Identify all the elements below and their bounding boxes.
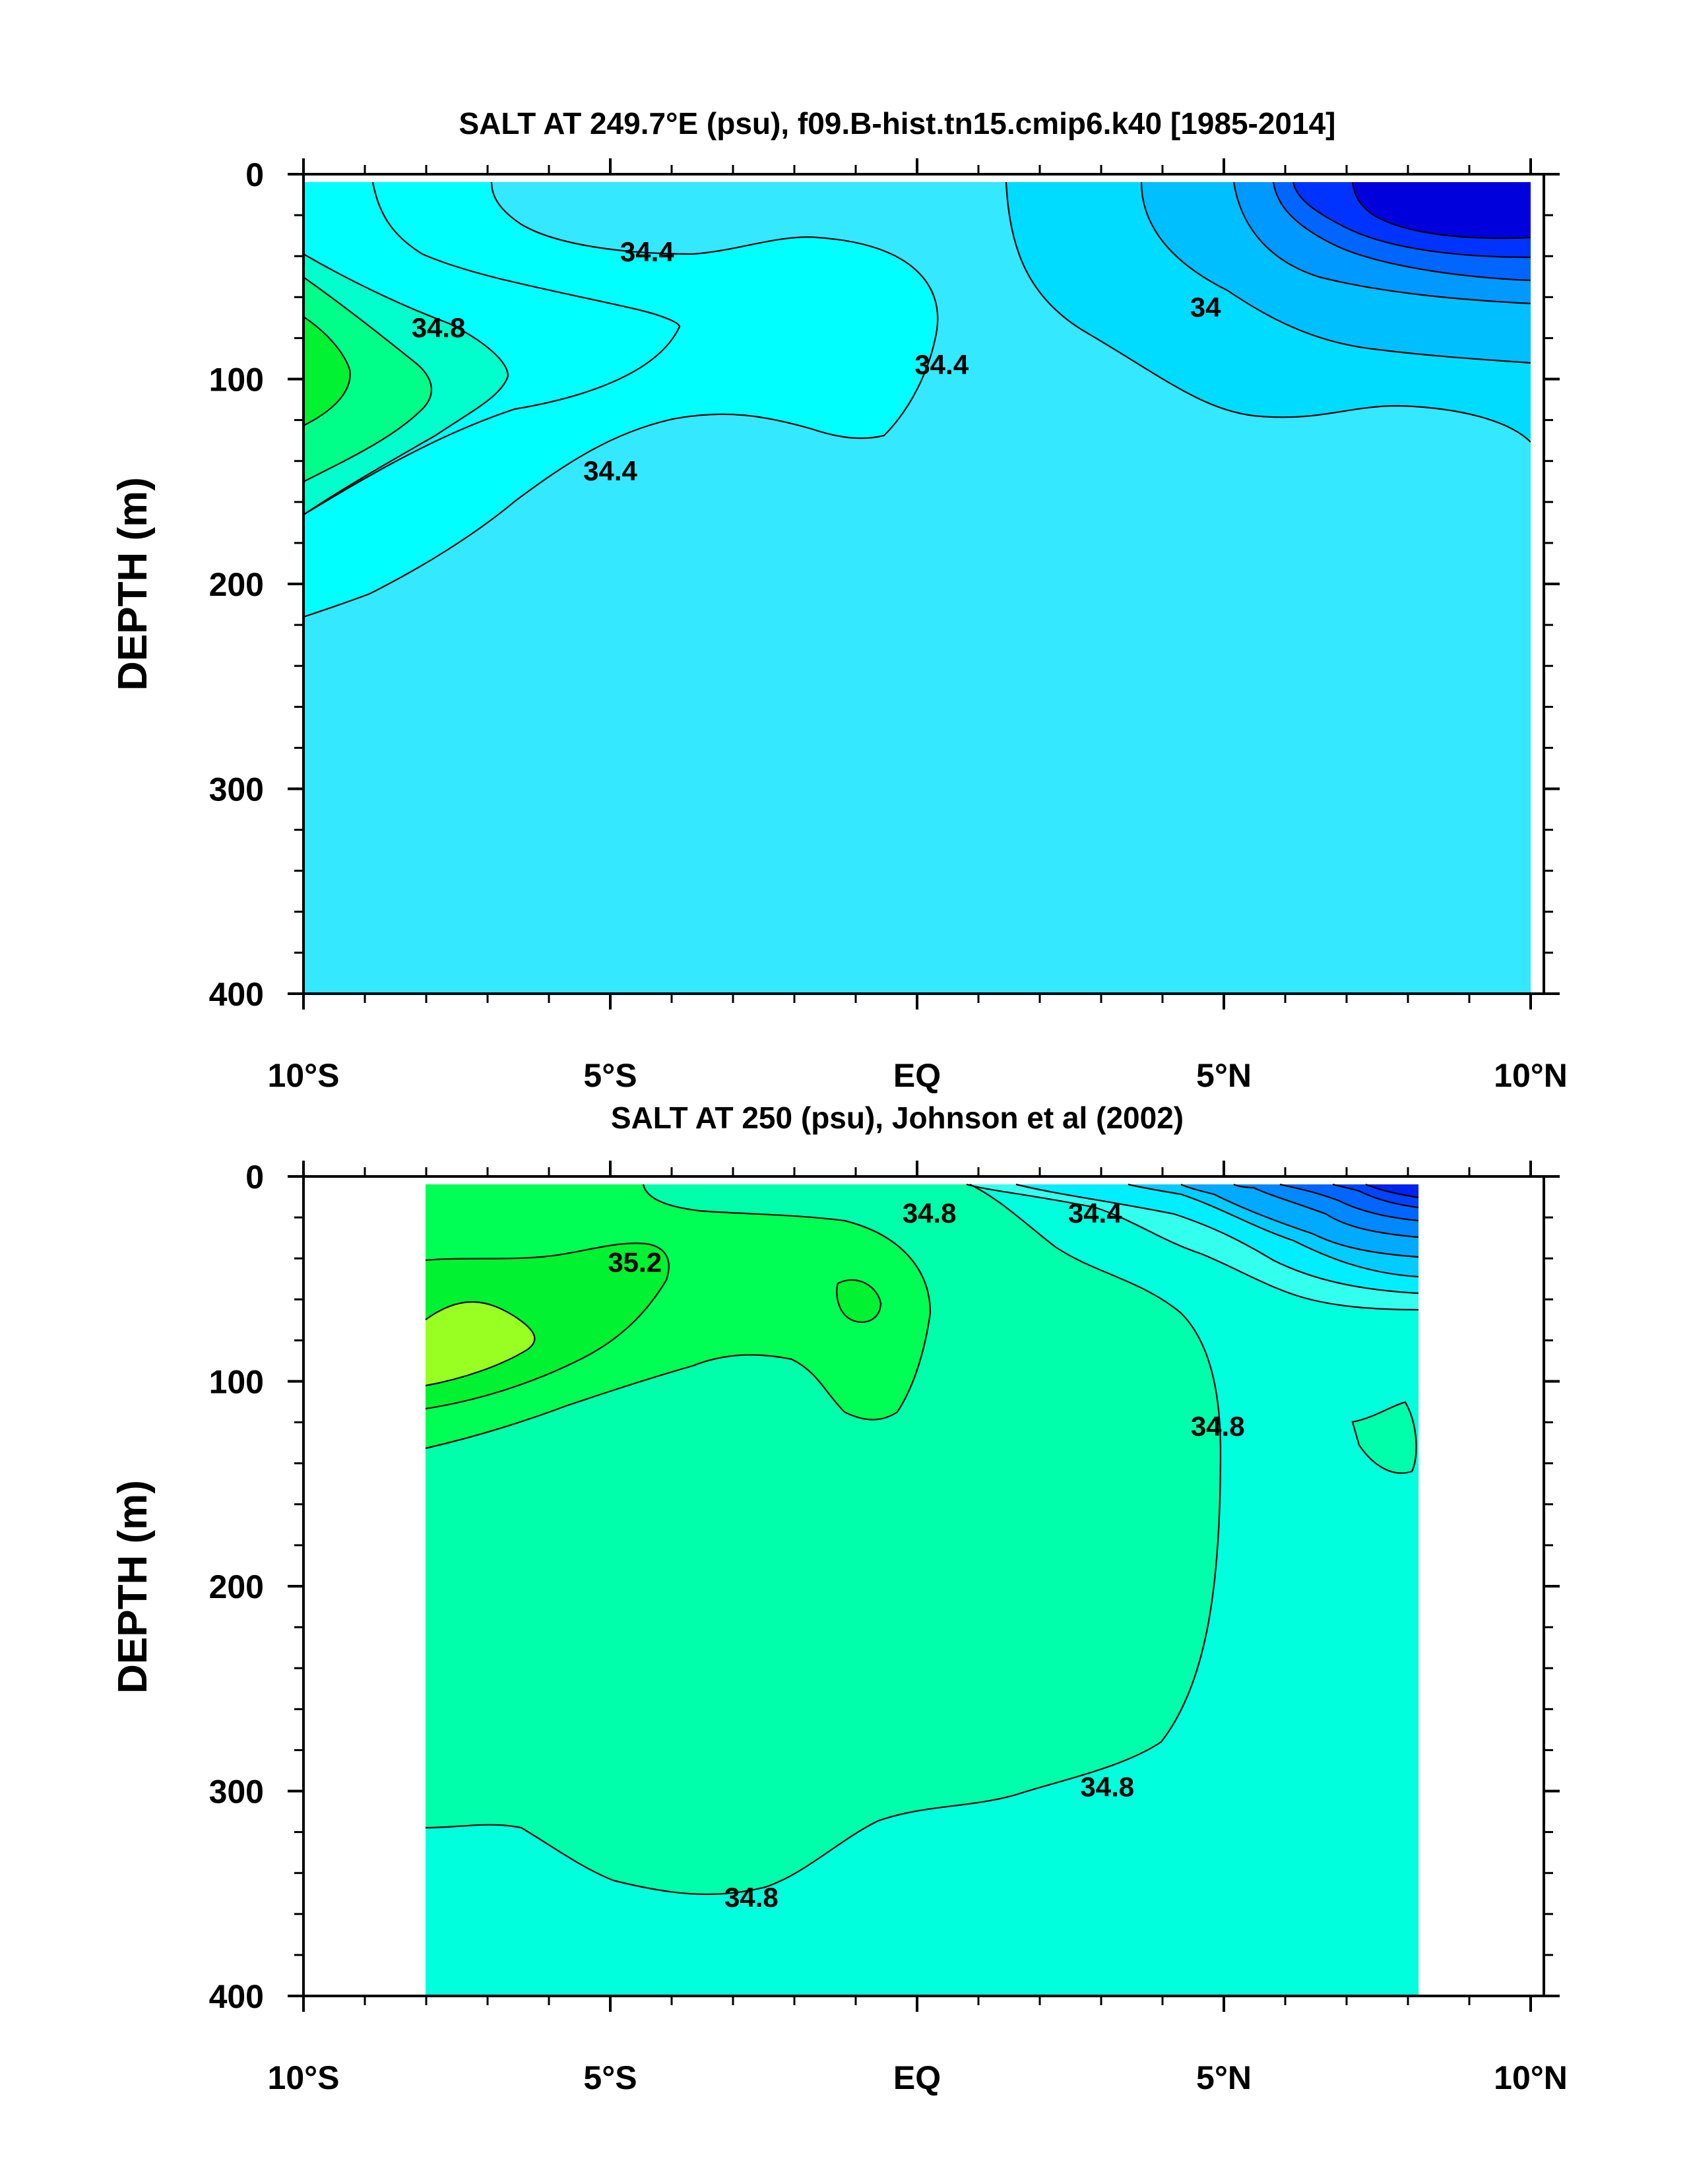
contour-label: 34.8: [1191, 1411, 1245, 1442]
y-tick-label: 400: [209, 976, 264, 1013]
panel-1-contour: [303, 276, 432, 482]
panel-2-contour: [425, 1242, 670, 1410]
panel-2-region-salty-blob: [837, 1279, 881, 1322]
y-tick-label: 100: [209, 362, 264, 399]
panel-1-region-mid-fresh: [303, 182, 938, 617]
panel-2-contour: [425, 1301, 536, 1387]
panel-1-contour-lines: [303, 181, 1531, 618]
panel-1-contour: [1140, 181, 1531, 364]
y-tick-label: 100: [209, 1364, 264, 1401]
panel-1: SALT AT 249.7°E (psu), f09.B-hist.tn15.c…: [110, 106, 1568, 1094]
y-tick-label: 300: [209, 771, 264, 808]
contour-label: 34.4: [583, 455, 637, 486]
x-tick-label: 5°N: [1196, 2059, 1252, 2096]
y-tick-label: 300: [209, 1774, 264, 1811]
panel-1-contour: [303, 253, 509, 515]
y-tick-label: 200: [209, 566, 264, 603]
contour-label: 34.4: [620, 236, 674, 267]
panel-2: SALT AT 250 (psu), Johnson et al (2002): [110, 1101, 1568, 2096]
x-tick-label: 10°S: [268, 1057, 340, 1094]
panel-2-contour: [1233, 1183, 1419, 1238]
contour-label: 34.8: [903, 1198, 957, 1229]
y-tick-label: 200: [209, 1568, 264, 1605]
panel-2-contour: [1015, 1183, 1419, 1295]
panel-1-contour: [1005, 181, 1531, 443]
panel-1-region-salty-2: [303, 277, 431, 482]
x-tick-label: 5°S: [583, 1057, 637, 1094]
panel-2-contour: [1128, 1183, 1419, 1278]
x-tick-label: EQ: [893, 1057, 941, 1094]
contour-label: 34.4: [1068, 1198, 1122, 1229]
panel-1-y-axis-label: DEPTH (m): [110, 477, 156, 691]
panel-2-contour: [1365, 1183, 1419, 1199]
panel-2-region-salty-right-blob: [1353, 1402, 1417, 1473]
contour-label: 35.2: [608, 1246, 662, 1277]
x-tick-label: EQ: [893, 2059, 941, 2096]
panel-1-contour: [1351, 181, 1531, 240]
x-tick-label: 5°N: [1196, 1057, 1252, 1094]
panel-1-contour: [303, 316, 351, 426]
panel-1-right-margin-mask: [1531, 176, 1543, 992]
contour-label: 34.4: [914, 349, 969, 380]
contour-label: 34.8: [412, 312, 466, 343]
panel-1-region-fresh-6: [1353, 182, 1531, 238]
panel-1-contour: [1232, 181, 1531, 305]
panel-1-contour: [303, 181, 681, 515]
y-tick-label: 0: [245, 1159, 264, 1196]
panel-2-contour: [966, 1183, 1419, 1311]
panel-1-contour: [1272, 181, 1531, 282]
panel-1-region-mid-fresh-upper: [303, 182, 1531, 994]
x-tick-label: 10°N: [1494, 2059, 1568, 2096]
panel-1-contour: [303, 181, 939, 618]
contour-label: 34.8: [724, 1882, 779, 1913]
panel-2-contour: [1180, 1184, 1419, 1258]
y-tick-label: 400: [209, 1978, 264, 2015]
panel-2-contour: [836, 1279, 882, 1323]
panel-1-plot-area: [303, 182, 1531, 994]
panel-1-contour: [1292, 181, 1531, 259]
panel-2-y-axis-label: DEPTH (m): [110, 1480, 156, 1694]
panel-2-contour: [425, 1184, 1222, 1895]
panel-2-region-salty-1: [426, 1184, 930, 1448]
contour-label: 34: [1190, 292, 1221, 323]
panel-2-axes: 0 100 200 300 400 10°S 5°S EQ 5°N 10°N: [209, 1159, 1568, 2096]
x-tick-label: 10°S: [268, 2059, 340, 2096]
panel-2-contour: [1279, 1183, 1419, 1222]
panel-2-contour-lines: [425, 1183, 1419, 1895]
x-tick-label: 10°N: [1494, 1057, 1568, 1094]
panel-1-top-margin-mask: [305, 176, 1543, 182]
contour-label: 34.8: [1080, 1771, 1134, 1802]
panel-1-title: SALT AT 249.7°E (psu), f09.B-hist.tn15.c…: [459, 106, 1336, 141]
panel-2-title: SALT AT 250 (psu), Johnson et al (2002): [611, 1101, 1184, 1135]
panel-2-region-salty-3: [426, 1302, 535, 1386]
panel-2-region-fresh-8: [1366, 1184, 1418, 1198]
panel-2-plot-area: [426, 1184, 1418, 1996]
panel-2-contour: [425, 1184, 932, 1450]
panel-2-contour-labels: 35.2 34.8 34.4 34.8 34.8 34.8: [608, 1198, 1245, 1913]
panel-1-axes: 0 100 200 300 400 10°S 5°S EQ 5°N 10°N: [209, 156, 1568, 1094]
panel-1-region-salty-3: [303, 317, 350, 426]
panel-1-contour-labels: 34.4 34.8 34.4 34.4 34: [412, 236, 1221, 486]
x-tick-label: 5°S: [583, 2059, 637, 2096]
panel-2-contour: [1332, 1183, 1419, 1209]
panel-2-contour: [1351, 1401, 1417, 1474]
y-tick-label: 0: [245, 156, 264, 193]
